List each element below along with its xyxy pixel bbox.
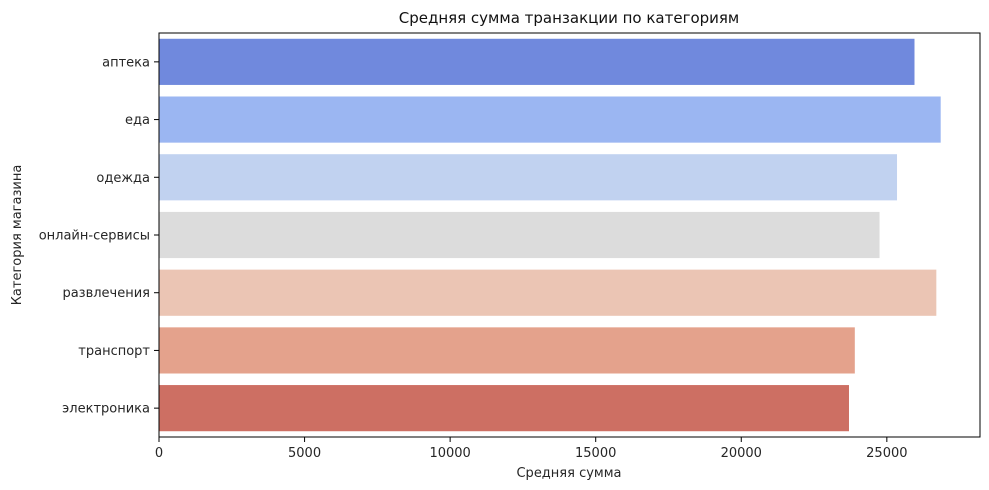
x-tick-label: 5000	[288, 446, 321, 461]
x-axis-label: Средняя сумма	[516, 466, 621, 481]
y-tick-label: еда	[125, 113, 150, 128]
y-tick-label: развлечения	[62, 286, 150, 301]
bars-layer	[159, 38, 941, 432]
y-tick-label: одежда	[96, 171, 150, 186]
bar-0	[159, 38, 915, 85]
y-tick-layer: аптека еда одежда онлайн-сервисы развлечения…	[39, 55, 159, 417]
x-tick-label: 25000	[866, 446, 907, 461]
x-tick-label: 10000	[429, 446, 470, 461]
bar-1	[159, 96, 941, 143]
chart-title: Средняя сумма транзакции по категориям	[399, 9, 740, 27]
bar-2	[159, 154, 898, 201]
x-tick-label: 15000	[575, 446, 616, 461]
x-tick-layer: 0 5000 10000 15000 20000 25000	[155, 437, 908, 461]
y-tick-label: электроника	[62, 402, 150, 417]
bar-4	[159, 269, 937, 316]
x-tick-label: 0	[155, 446, 163, 461]
y-axis-label: Категория магазина	[10, 165, 25, 306]
y-tick-label: аптека	[102, 55, 150, 70]
plot-frame	[158, 32, 981, 438]
x-tick-label: 20000	[721, 446, 762, 461]
y-tick-label: онлайн-сервисы	[39, 229, 150, 244]
bar-3	[159, 211, 880, 259]
bar-6	[159, 385, 849, 432]
bar-5	[159, 327, 855, 374]
y-tick-label: транспорт	[78, 344, 150, 359]
